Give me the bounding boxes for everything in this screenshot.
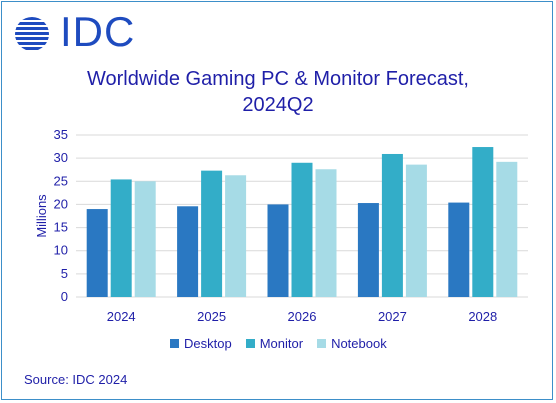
source-note: Source: IDC 2024 bbox=[24, 372, 128, 387]
x-tick-label: 2027 bbox=[378, 309, 407, 324]
bar-monitor bbox=[110, 179, 132, 297]
y-tick-label: 30 bbox=[54, 150, 68, 165]
legend-swatch bbox=[317, 339, 327, 348]
bar-notebook bbox=[405, 164, 427, 297]
legend-label: Notebook bbox=[331, 336, 387, 351]
chart-title: Worldwide Gaming PC & Monitor Forecast, … bbox=[40, 66, 516, 118]
x-tick-label: 2026 bbox=[288, 309, 317, 324]
bar-notebook bbox=[225, 175, 247, 297]
y-tick-label: 5 bbox=[61, 266, 68, 281]
bar-monitor bbox=[201, 170, 223, 297]
x-tick-label: 2028 bbox=[468, 309, 497, 324]
globe-icon bbox=[15, 17, 49, 50]
y-tick-label: 15 bbox=[54, 220, 68, 235]
legend-label: Desktop bbox=[184, 336, 232, 351]
bar-monitor bbox=[472, 147, 494, 297]
logo-text: IDC bbox=[60, 8, 136, 55]
bar-desktop bbox=[448, 202, 470, 297]
y-tick-label: 10 bbox=[54, 243, 68, 258]
bar-desktop bbox=[267, 204, 289, 297]
bar-monitor bbox=[381, 153, 403, 297]
legend-item-notebook: Notebook bbox=[317, 336, 387, 351]
bar-notebook bbox=[315, 169, 337, 297]
legend-swatch bbox=[245, 339, 255, 348]
y-tick-label: 25 bbox=[54, 173, 68, 188]
bar-notebook bbox=[134, 181, 156, 297]
x-tick-label: 2025 bbox=[197, 309, 226, 324]
legend: Desktop Monitor Notebook bbox=[170, 336, 387, 351]
bar-desktop bbox=[357, 203, 379, 297]
legend-item-desktop: Desktop bbox=[170, 336, 232, 351]
y-tick-label: 35 bbox=[54, 127, 68, 142]
y-tick-label: 0 bbox=[61, 289, 68, 304]
bar-monitor bbox=[291, 162, 313, 297]
bar-desktop bbox=[86, 209, 108, 297]
y-tick-label: 20 bbox=[54, 196, 68, 211]
y-axis-label: Millions bbox=[34, 194, 49, 238]
legend-swatch bbox=[170, 339, 179, 348]
legend-label: Monitor bbox=[259, 336, 304, 351]
chart-title-line1: Worldwide Gaming PC & Monitor Forecast, bbox=[87, 68, 469, 90]
legend-item-monitor: Monitor bbox=[245, 336, 304, 351]
x-tick-label: 2024 bbox=[107, 309, 136, 324]
idc-logo: IDC bbox=[12, 8, 136, 58]
bar-notebook bbox=[496, 161, 518, 297]
chart-title-line2: 2024Q2 bbox=[242, 94, 314, 116]
bar-desktop bbox=[177, 206, 199, 297]
